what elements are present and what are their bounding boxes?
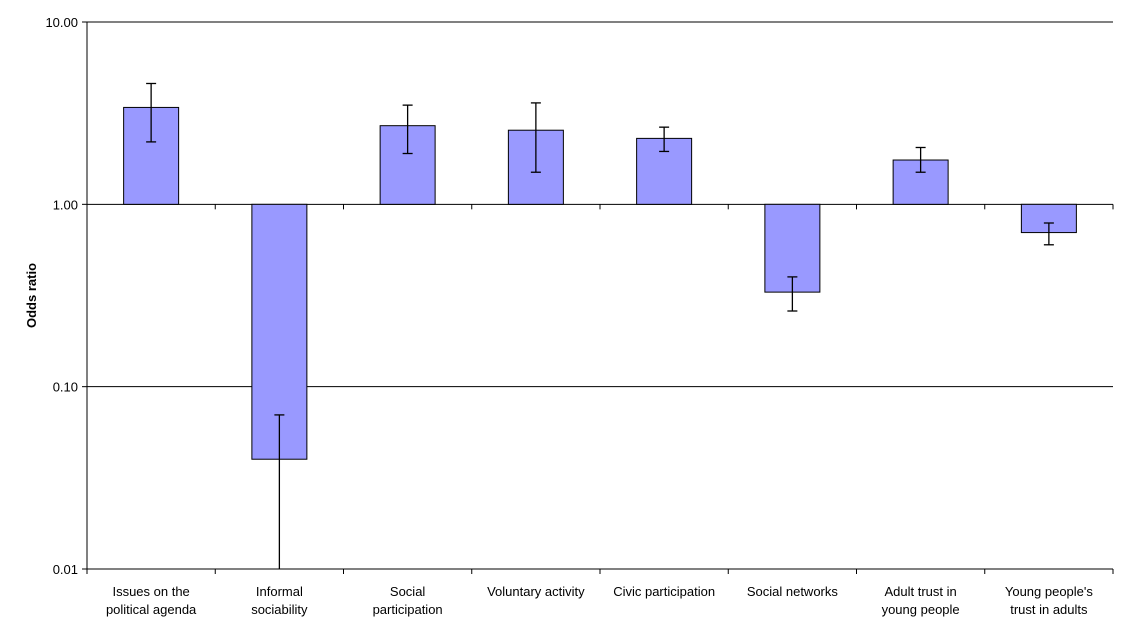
error-bars	[146, 82, 1054, 569]
bars	[123, 106, 1077, 460]
labels: 0.01 0.10 1.00 10.00 Issues on the political …	[45, 15, 1093, 617]
category-label: Voluntary activity	[487, 584, 585, 599]
category-label: Social networks	[747, 584, 839, 599]
category-label: Adult trust in young people	[882, 584, 960, 617]
category-label: Issues on the political agenda	[106, 584, 197, 617]
category-label: Informal sociability	[251, 584, 308, 617]
y-axis-title: Odds ratio	[24, 263, 39, 328]
category-label: Social participation	[373, 584, 443, 617]
y-tick-label: 0.10	[53, 380, 78, 395]
category-label: Young people's trust in adults	[1005, 584, 1094, 617]
y-tick-label: 1.00	[53, 197, 78, 212]
axes	[82, 21, 1114, 574]
category-label: Civic participation	[613, 584, 715, 599]
y-tick-label: 10.00	[45, 15, 78, 30]
y-tick-label: 0.01	[53, 562, 78, 577]
